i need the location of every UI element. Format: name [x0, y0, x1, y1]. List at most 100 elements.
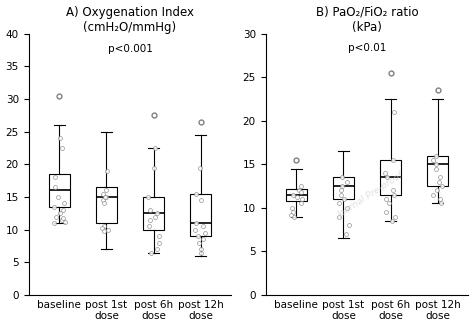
Point — [52, 184, 59, 190]
Point — [100, 228, 108, 233]
Point — [289, 192, 296, 198]
Point — [343, 232, 350, 237]
Point — [297, 201, 305, 206]
Point — [389, 188, 397, 193]
Point — [52, 175, 59, 180]
Point — [199, 237, 206, 242]
Point — [103, 168, 110, 173]
Point — [50, 204, 58, 209]
Point — [151, 214, 159, 219]
PathPatch shape — [143, 197, 164, 230]
Point — [293, 195, 301, 200]
PathPatch shape — [380, 160, 401, 195]
PathPatch shape — [48, 174, 70, 207]
Point — [145, 224, 153, 229]
Point — [196, 165, 204, 170]
Point — [382, 197, 390, 202]
Point — [147, 250, 155, 255]
Point — [61, 201, 68, 206]
Point — [195, 240, 202, 245]
Point — [434, 188, 441, 193]
Point — [145, 194, 152, 199]
Point — [335, 214, 342, 219]
Point — [155, 233, 163, 239]
Point — [337, 188, 345, 193]
Point — [151, 145, 158, 150]
Point — [50, 220, 57, 226]
Point — [99, 191, 107, 196]
Point — [297, 190, 304, 195]
Title: B) PaO₂/FiO₂ ratio
(kPa): B) PaO₂/FiO₂ ratio (kPa) — [316, 6, 418, 34]
Point — [199, 224, 207, 229]
Point — [52, 214, 60, 219]
Point — [429, 157, 437, 163]
Point — [193, 191, 201, 196]
Point — [437, 201, 445, 206]
Title: A) Oxygenation Index
(cmH₂O/mmHg): A) Oxygenation Index (cmH₂O/mmHg) — [66, 6, 194, 34]
Point — [298, 197, 305, 202]
Point — [340, 197, 347, 202]
Point — [201, 230, 209, 235]
Point — [289, 210, 297, 215]
Point — [59, 215, 67, 220]
Point — [197, 247, 205, 252]
Point — [389, 157, 397, 163]
Point — [150, 165, 157, 170]
Point — [146, 217, 154, 222]
Point — [287, 212, 295, 217]
Point — [381, 170, 389, 176]
Point — [383, 210, 390, 215]
Point — [100, 201, 108, 206]
PathPatch shape — [285, 189, 307, 201]
Text: Journal Pre-proof: Journal Pre-proof — [337, 171, 405, 220]
Point — [102, 194, 109, 199]
Point — [438, 183, 446, 189]
Point — [391, 109, 398, 114]
Point — [338, 183, 346, 189]
Point — [153, 247, 161, 252]
PathPatch shape — [190, 194, 211, 236]
Point — [56, 211, 64, 216]
Point — [297, 183, 305, 189]
Point — [429, 192, 437, 198]
Point — [343, 205, 351, 211]
Point — [58, 145, 65, 150]
Point — [432, 166, 439, 171]
Point — [343, 179, 351, 184]
Point — [192, 220, 200, 226]
Point — [388, 218, 396, 224]
Point — [146, 207, 154, 213]
PathPatch shape — [333, 177, 354, 199]
Point — [102, 188, 109, 193]
Point — [99, 198, 107, 203]
Point — [198, 250, 205, 255]
Point — [295, 188, 303, 193]
Point — [337, 192, 345, 198]
Point — [436, 179, 443, 184]
Point — [432, 153, 439, 158]
Point — [197, 198, 204, 203]
Point — [153, 211, 161, 216]
Point — [54, 194, 62, 199]
Point — [390, 192, 397, 198]
Text: p<0.001: p<0.001 — [108, 44, 153, 55]
Point — [383, 175, 391, 180]
PathPatch shape — [427, 156, 448, 186]
Point — [385, 201, 393, 206]
Point — [345, 223, 353, 228]
Point — [56, 135, 64, 141]
Point — [99, 226, 106, 231]
Point — [432, 162, 440, 167]
Point — [288, 205, 295, 211]
Point — [100, 224, 108, 229]
Point — [291, 214, 298, 219]
Point — [437, 175, 444, 180]
PathPatch shape — [96, 187, 117, 223]
Point — [104, 227, 111, 232]
Point — [194, 233, 202, 239]
Point — [391, 214, 399, 219]
Point — [155, 240, 163, 245]
Point — [437, 197, 444, 202]
Point — [191, 227, 199, 232]
Point — [58, 217, 65, 222]
